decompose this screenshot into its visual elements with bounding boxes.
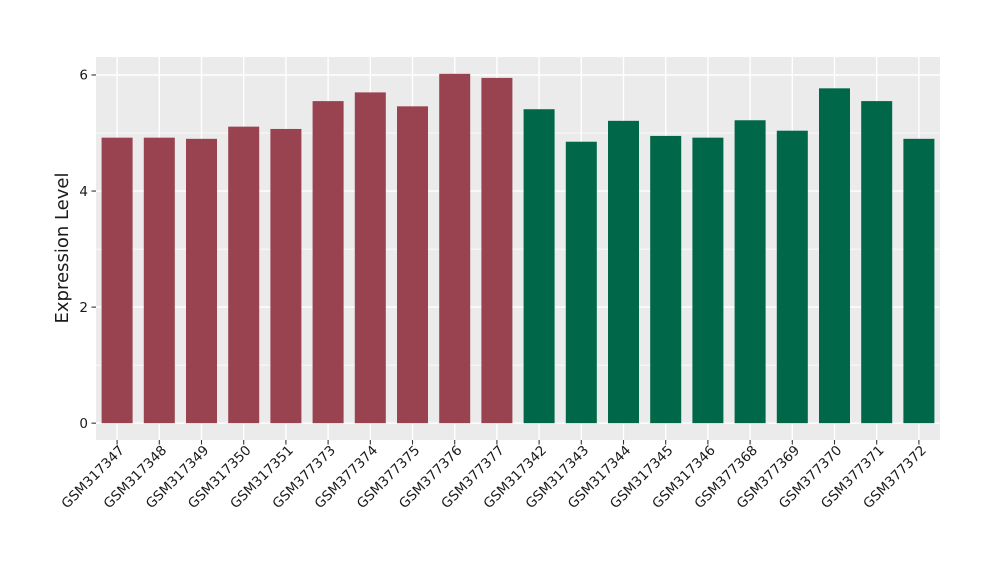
x-axis-tick-labels: GSM317347GSM317348GSM317349GSM317350GSM3… <box>58 443 929 512</box>
bar-GSM317345 <box>650 135 682 424</box>
y-tick-label: 0 <box>79 416 88 432</box>
bar-GSM317347 <box>101 137 133 424</box>
bar-GSM317344 <box>608 120 639 424</box>
y-tick-label: 2 <box>79 300 88 316</box>
y-axis-title: Expression Level <box>52 173 73 324</box>
bar-GSM317350 <box>228 126 260 424</box>
bar-GSM377370 <box>819 88 850 424</box>
y-tick-label: 6 <box>79 68 88 84</box>
panel-background <box>96 57 940 440</box>
bar-GSM377376 <box>439 73 471 424</box>
bar-GSM377373 <box>312 101 344 424</box>
axis-ticks <box>91 74 920 445</box>
bar-GSM377372 <box>903 138 935 424</box>
bars-group <box>101 73 935 424</box>
bar-GSM377368 <box>734 120 766 424</box>
bar-GSM377377 <box>481 77 513 424</box>
bar-GSM317351 <box>270 128 302 424</box>
bar-GSM377369 <box>776 130 808 424</box>
bar-GSM317349 <box>186 138 217 424</box>
bar-GSM317346 <box>692 137 724 424</box>
plot-panel <box>96 57 940 440</box>
bar-GSM377375 <box>397 106 428 424</box>
bar-GSM317343 <box>565 141 597 424</box>
y-tick-label: 4 <box>79 184 88 200</box>
bar-GSM377374 <box>354 92 386 424</box>
bar-GSM377371 <box>861 101 893 424</box>
y-axis-tick-labels: 0 2 4 6 <box>79 68 88 432</box>
bar-GSM317342 <box>523 109 555 424</box>
bar-GSM317348 <box>143 137 175 424</box>
